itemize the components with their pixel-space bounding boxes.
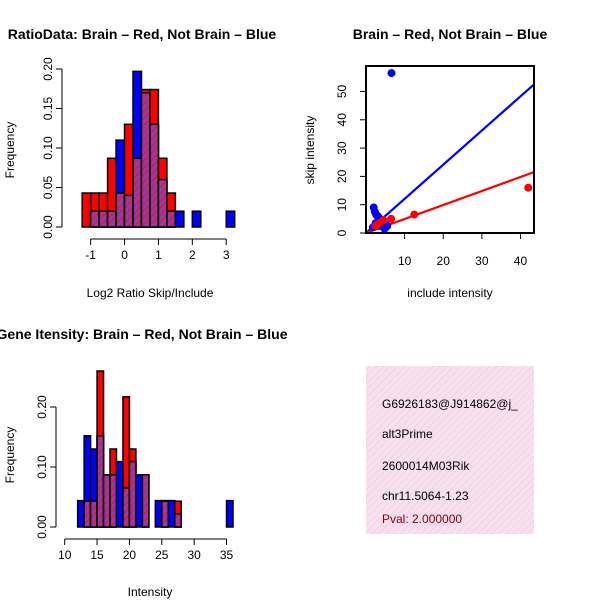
ratio-hist-x-tick-label: -1 xyxy=(85,248,96,262)
scatter-point-blue xyxy=(387,69,396,78)
intensity-hist-bar-overlap-hatch xyxy=(83,500,92,528)
intensity-hist-bar-blue xyxy=(76,499,85,528)
ratio-hist-bar-blue xyxy=(225,210,236,228)
intensity-hist-x-tick-label: 35 xyxy=(220,548,234,562)
info-event-type: alt3Prime xyxy=(382,427,433,441)
intensity-hist-bar-overlap-hatch xyxy=(128,460,137,528)
intensity-hist-bar-overlap-hatch xyxy=(161,500,170,528)
ratio-hist-y-tick-label: 0.20 xyxy=(41,57,55,81)
intensity-hist-y-tick-label: 0.20 xyxy=(35,395,49,419)
ratio-hist-bar-overlap-hatch xyxy=(157,178,168,228)
ratio-histogram-ylabel: Frequency xyxy=(3,122,17,179)
scatter-title: Brain – Red, Not Brain – Blue xyxy=(353,26,548,42)
scatter-y-tick-label: 50 xyxy=(335,84,349,98)
ratio-histogram-panel: RatioData: Brain – Red, Not Brain – Blue… xyxy=(3,26,276,300)
scatter-y-tick-label: 40 xyxy=(335,113,349,127)
intensity-histogram-bars xyxy=(76,370,234,528)
ratio-histogram-title: RatioData: Brain – Red, Not Brain – Blue xyxy=(8,26,277,42)
info-probe-id: G6926183@J914862@j_ xyxy=(382,397,518,411)
info-pval: Pval: 2.000000 xyxy=(382,512,462,526)
intensity-hist-y-tick-label: 0.00 xyxy=(35,515,49,539)
scatter-point-red xyxy=(524,183,533,192)
intensity-histogram-panel: Gene Itensity: Brain – Red, Not Brain – … xyxy=(0,326,288,599)
ratio-hist-y-tick-label: 0.00 xyxy=(41,215,55,239)
ratio-hist-bar-overlap-hatch xyxy=(106,210,117,228)
intensity-hist-bar-overlap-hatch xyxy=(122,487,131,528)
scatter-y-tick-label: 20 xyxy=(335,169,349,183)
ratio-hist-bar-overlap-hatch xyxy=(115,192,126,228)
scatter-xlabel: include intensity xyxy=(407,286,492,300)
intensity-hist-x-tick-label: 15 xyxy=(90,548,104,562)
intensity-hist-bar-overlap-hatch xyxy=(109,474,118,528)
scatter-frame xyxy=(365,65,535,234)
ratio-hist-bar-red xyxy=(81,192,92,228)
scatter-y-tick-label: 30 xyxy=(335,141,349,155)
ratio-hist-bar-blue xyxy=(174,210,185,228)
scatter-fit-line-red xyxy=(365,171,535,235)
ratio-hist-bar-overlap-hatch xyxy=(166,210,177,228)
ratio-hist-bar-overlap-hatch xyxy=(98,210,109,228)
ratio-hist-y-tick-label: 0.15 xyxy=(41,96,55,120)
ratio-hist-bar-overlap-hatch xyxy=(140,91,151,228)
intensity-hist-bar-overlap-hatch xyxy=(96,435,105,528)
intensity-hist-x-tick-label: 10 xyxy=(58,548,72,562)
intensity-histogram-axes: 10 15 20 25 30 35 0.00 0.10 0.20 xyxy=(35,395,234,562)
ratio-histogram-axes: -1 0 1 2 3 0.00 0.05 0.10 0.15 0.20 xyxy=(41,57,230,262)
info-gene-name: 2600014M03Rik xyxy=(382,459,470,473)
ratio-hist-bar-overlap-hatch xyxy=(149,123,160,228)
ratio-histogram-bars xyxy=(81,70,236,228)
intensity-hist-bar-blue xyxy=(167,499,176,528)
intensity-hist-bar-blue xyxy=(225,499,234,528)
ratio-hist-x-tick-label: 0 xyxy=(121,248,128,262)
scatter-point-blue xyxy=(380,224,389,233)
ratio-hist-bar-overlap-hatch xyxy=(89,210,100,228)
intensity-hist-y-tick-label: 0.10 xyxy=(35,455,49,479)
intensity-hist-bar-overlap-hatch xyxy=(89,500,98,528)
ratio-hist-y-tick-label: 0.10 xyxy=(41,136,55,160)
intensity-hist-bar-blue xyxy=(115,460,124,528)
intensity-hist-bar-overlap-hatch xyxy=(102,474,111,528)
scatter-fit-line-blue xyxy=(365,83,535,234)
intensity-histogram-ylabel: Frequency xyxy=(3,427,17,484)
info-panel: G6926183@J914862@j_ alt3Prime 2600014M03… xyxy=(366,366,534,534)
intensity-hist-bar-overlap-hatch xyxy=(141,474,150,528)
info-box-background xyxy=(366,366,534,534)
intensity-histogram-xlabel: Intensity xyxy=(128,585,173,599)
scatter-plot-area: 10 20 30 40 0 10 20 30 40 50 xyxy=(335,65,535,268)
info-location: chr11.5064-1.23 xyxy=(382,489,469,503)
scatter-y-tick-label: 0 xyxy=(335,229,349,236)
scatter-x-tick-label: 30 xyxy=(475,254,489,268)
scatter-point-red xyxy=(410,210,419,219)
ratio-hist-bar-overlap-hatch xyxy=(132,157,143,228)
ratio-hist-y-tick-label: 0.05 xyxy=(41,175,55,199)
scatter-x-tick-label: 40 xyxy=(514,254,528,268)
scatter-point-red xyxy=(371,221,380,230)
intensity-hist-bar-blue xyxy=(154,499,163,528)
intensity-hist-bar-overlap-hatch xyxy=(173,513,182,528)
intensity-hist-x-tick-label: 30 xyxy=(187,548,201,562)
ratio-hist-bar-blue xyxy=(191,210,202,228)
ratio-hist-bar-overlap-hatch xyxy=(123,194,134,228)
intensity-hist-bar-blue xyxy=(135,474,144,528)
scatter-x-tick-label: 10 xyxy=(398,254,412,268)
ratio-hist-x-tick-label: 3 xyxy=(223,248,230,262)
scatter-ylabel: skip intensity xyxy=(303,116,317,185)
intensity-hist-x-tick-label: 20 xyxy=(123,548,137,562)
ratio-histogram-xlabel: Log2 Ratio Skip/Include xyxy=(87,286,214,300)
ratio-hist-x-tick-label: 1 xyxy=(155,248,162,262)
intensity-histogram-title: Gene Itensity: Brain – Red, Not Brain – … xyxy=(0,326,288,342)
scatter-point-red xyxy=(387,214,396,223)
intensity-hist-x-tick-label: 25 xyxy=(155,548,169,562)
scatter-x-tick-label: 20 xyxy=(437,254,451,268)
scatter-y-tick-label: 10 xyxy=(335,198,349,212)
scatter-panel: Brain – Red, Not Brain – Blue 10 20 30 4001… xyxy=(303,26,547,300)
ratio-hist-x-tick-label: 2 xyxy=(189,248,196,262)
